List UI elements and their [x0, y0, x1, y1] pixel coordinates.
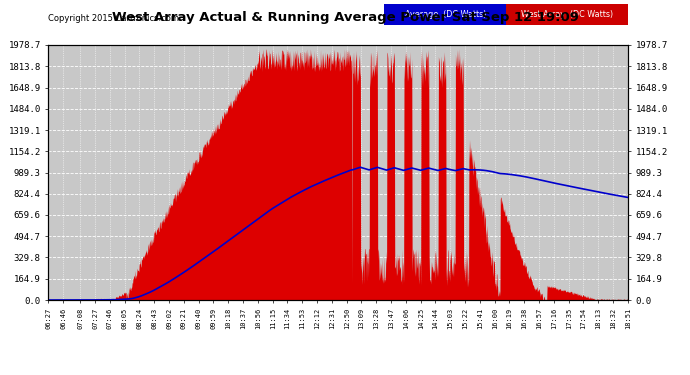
Text: West Array Actual & Running Average Power Sat Sep 12 19:09: West Array Actual & Running Average Powe… [112, 11, 578, 24]
Text: West Array  (DC Watts): West Array (DC Watts) [521, 10, 613, 19]
FancyBboxPatch shape [506, 4, 628, 25]
FancyBboxPatch shape [384, 4, 506, 25]
Text: Copyright 2015 Cartronics.com: Copyright 2015 Cartronics.com [48, 14, 179, 23]
Text: Average  (DC Watts): Average (DC Watts) [404, 10, 486, 19]
